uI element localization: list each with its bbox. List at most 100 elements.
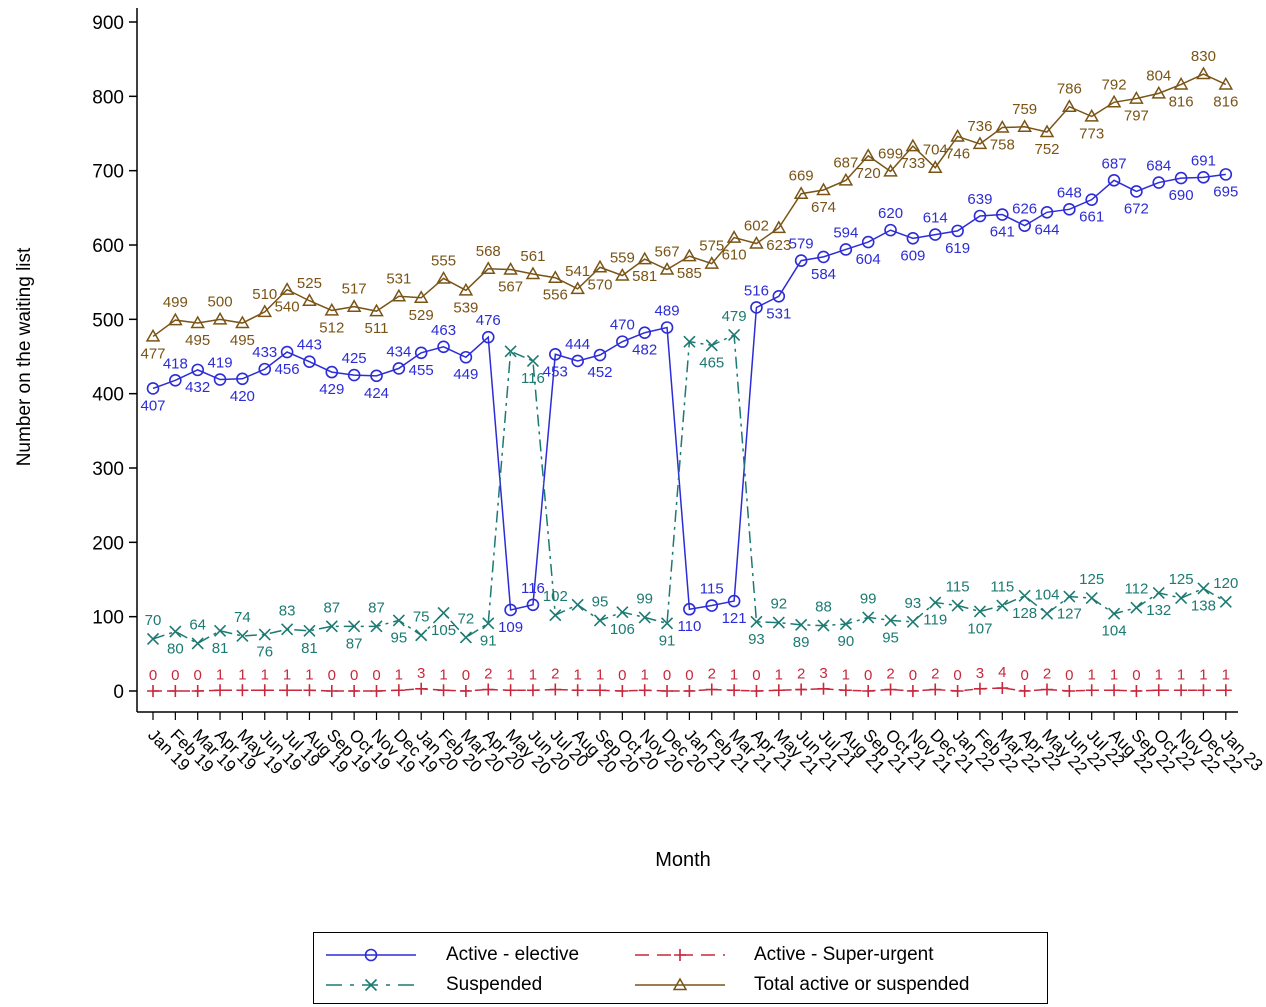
- data-point-shape: [1219, 595, 1232, 608]
- legend-symbol: [326, 978, 416, 992]
- data-point: [705, 599, 719, 612]
- data-label: 594: [833, 224, 858, 241]
- data-label: 479: [722, 308, 747, 325]
- data-point-shape: [973, 605, 987, 618]
- data-point: [504, 603, 517, 617]
- data-point-shape: [281, 684, 294, 697]
- data-point-shape: [415, 629, 428, 642]
- data-point-shape: [1151, 85, 1167, 99]
- data-point-shape: [616, 335, 629, 348]
- data-point: [795, 618, 808, 631]
- legend-label: Active - elective: [446, 944, 580, 965]
- data-point-shape: [1197, 171, 1210, 184]
- data-point: [1018, 685, 1031, 697]
- data-label: 752: [1034, 141, 1059, 158]
- data-point: [413, 290, 429, 304]
- data-point: [1152, 176, 1166, 189]
- data-label: 2: [797, 666, 805, 683]
- data-point: [1063, 590, 1076, 603]
- data-point: [704, 256, 720, 269]
- data-label: 0: [462, 667, 470, 684]
- data-label: 758: [990, 137, 1015, 154]
- data-label: 407: [140, 397, 165, 414]
- data-point-shape: [1175, 592, 1188, 605]
- data-point-shape: [436, 270, 451, 284]
- data-label: 482: [632, 342, 657, 359]
- data-point-shape: [996, 599, 1009, 612]
- data-label: 93: [905, 595, 922, 612]
- data-point-shape: [370, 620, 383, 633]
- data-label: 559: [610, 249, 635, 266]
- data-label: 510: [252, 286, 277, 303]
- data-point: [1084, 108, 1099, 122]
- data-point-shape: [168, 312, 183, 326]
- data-point: [906, 615, 919, 628]
- data-point: [370, 369, 383, 383]
- data-point-shape: [1085, 193, 1098, 206]
- data-point-shape: [927, 160, 943, 173]
- data-point-shape: [616, 606, 629, 619]
- data-point-shape: [1152, 684, 1165, 697]
- data-point-shape: [369, 303, 384, 317]
- data-label: 1: [529, 666, 537, 683]
- data-label: 539: [453, 299, 478, 316]
- data-point-shape: [995, 208, 1009, 221]
- data-label: 648: [1057, 184, 1082, 201]
- data-label: 99: [860, 590, 877, 607]
- data-point-shape: [504, 684, 517, 697]
- data-point: [392, 362, 406, 375]
- data-label: 489: [655, 303, 680, 320]
- data-label: 463: [431, 322, 456, 339]
- data-point-shape: [1040, 205, 1054, 219]
- data-point-shape: [951, 685, 964, 697]
- data-point-shape: [883, 163, 898, 177]
- data-point-shape: [526, 684, 539, 697]
- data-point-shape: [325, 620, 338, 633]
- data-label: 619: [945, 240, 970, 257]
- data-point: [660, 617, 674, 630]
- data-label: 105: [431, 622, 456, 639]
- data-label: 132: [1146, 602, 1171, 619]
- data-point: [593, 348, 607, 362]
- data-label: 1: [305, 666, 313, 683]
- data-label: 0: [149, 667, 157, 684]
- data-label: 720: [856, 165, 881, 182]
- series-line: [152, 333, 1227, 645]
- data-point-shape: [1018, 685, 1031, 697]
- data-label: 786: [1057, 81, 1082, 98]
- data-label: 644: [1034, 221, 1059, 238]
- data-label: 125: [1169, 571, 1194, 588]
- data-point-shape: [281, 623, 294, 636]
- data-point-shape: [235, 315, 250, 329]
- data-point-shape: [571, 598, 584, 611]
- data-point-shape: [482, 617, 495, 630]
- data-point-shape: [972, 136, 988, 150]
- data-label: 623: [766, 237, 791, 254]
- data-point-shape: [370, 685, 383, 697]
- data-label: 746: [945, 145, 970, 162]
- data-point: [1108, 684, 1121, 697]
- data-point-shape: [437, 684, 450, 697]
- data-point-shape: [973, 209, 987, 223]
- y-tick-label: 100: [92, 608, 124, 629]
- data-point-shape: [726, 230, 742, 243]
- data-point-shape: [325, 685, 338, 697]
- data-point: [1106, 94, 1122, 108]
- data-point-shape: [169, 373, 182, 387]
- data-label: 107: [967, 620, 992, 637]
- data-point-shape: [549, 609, 562, 622]
- data-point: [191, 685, 204, 697]
- data-point: [146, 632, 160, 646]
- data-label: 138: [1191, 597, 1216, 614]
- data-point-shape: [593, 614, 607, 627]
- data-label: 87: [323, 599, 340, 616]
- data-label: 453: [543, 363, 568, 380]
- data-label: 89: [793, 634, 810, 651]
- data-point-shape: [191, 685, 204, 697]
- data-point-shape: [213, 624, 227, 637]
- data-label: 733: [900, 155, 925, 172]
- data-point: [1130, 185, 1143, 198]
- data-point-shape: [214, 684, 227, 697]
- data-point-shape: [370, 369, 383, 383]
